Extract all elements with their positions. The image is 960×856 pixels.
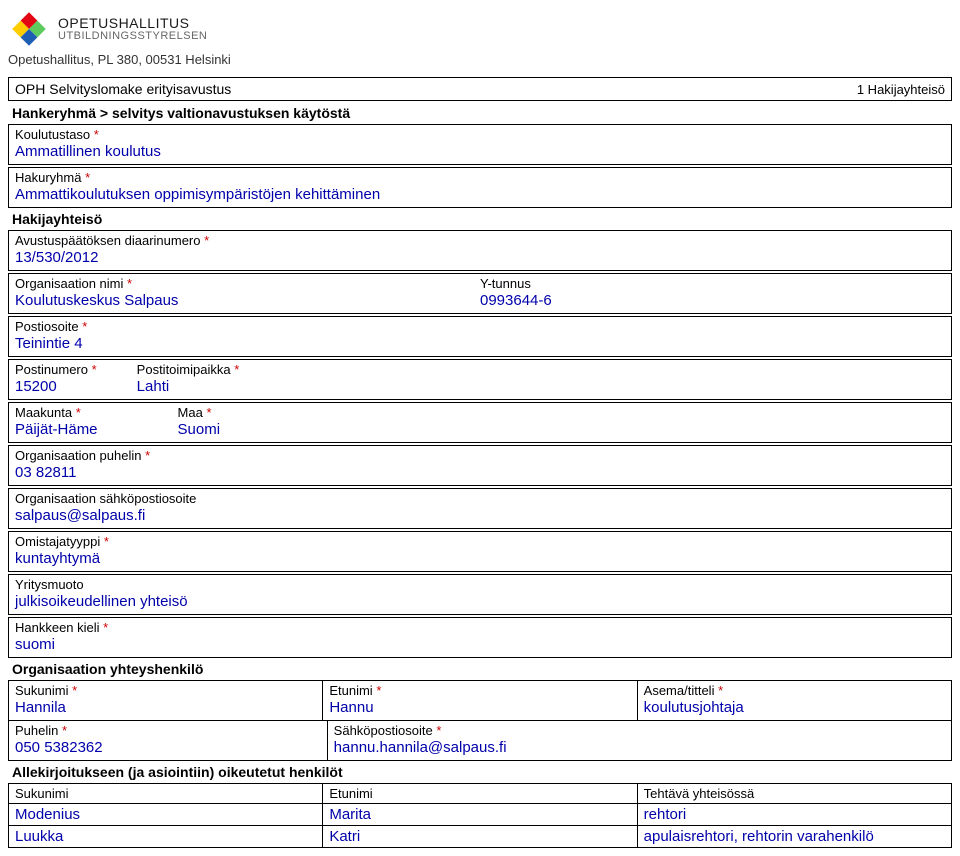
value-maa: Suomi — [178, 421, 221, 440]
label-hakuryhma: Hakuryhmä — [15, 170, 81, 185]
value-orgname: Koulutuskeskus Salpaus — [15, 292, 480, 311]
value-diaari: 13/530/2012 — [15, 249, 945, 268]
auth-row2-sukunimi: Luukka — [15, 828, 63, 845]
row-orgname-ytunnus: Organisaation nimi * Koulutuskeskus Salp… — [8, 273, 952, 314]
value-postitoimipaikka: Lahti — [137, 378, 240, 397]
required-star: * — [145, 448, 150, 463]
label-contact-sukunimi: Sukunimi — [15, 683, 68, 698]
value-contact-etunimi: Hannu — [329, 699, 630, 718]
label-ytunnus: Y-tunnus — [480, 276, 945, 292]
section-heading-hakijayhteiso: Hakijayhteisö — [12, 211, 948, 227]
required-star: * — [718, 683, 723, 698]
value-hakuryhma: Ammattikoulutuksen oppimisympäristöjen k… — [15, 186, 945, 205]
label-postitoimipaikka: Postitoimipaikka — [137, 362, 231, 377]
value-omistaja: kuntayhtymä — [15, 550, 945, 569]
label-contact-asema: Asema/titteli — [644, 683, 715, 698]
value-ytunnus: 0993644-6 — [480, 292, 945, 311]
table-row: Luukka Katri apulaisrehtori, rehtorin va… — [8, 826, 952, 848]
form-title-row: OPH Selvityslomake erityisavustus 1 Haki… — [8, 77, 952, 101]
row-maakunta-maa: Maakunta * Päijät-Häme Maa * Suomi — [8, 402, 952, 443]
row-koulutustaso: Koulutustaso * Ammatillinen koulutus — [8, 124, 952, 165]
form-title: OPH Selvityslomake erityisavustus — [15, 81, 231, 97]
required-star: * — [94, 127, 99, 142]
agency-name-fi: OPETUSHALLITUS — [58, 16, 207, 31]
auth-row2-etunimi: Katri — [329, 828, 360, 845]
value-contact-sposti: hannu.hannila@salpaus.fi — [334, 739, 945, 758]
auth-row1-sukunimi: Modenius — [15, 806, 80, 823]
required-star: * — [72, 683, 77, 698]
label-orgname: Organisaation nimi — [15, 276, 123, 291]
label-auth-sukunimi: Sukunimi — [15, 786, 68, 801]
row-kieli: Hankkeen kieli * suomi — [8, 617, 952, 658]
label-postiosoite: Postiosoite — [15, 319, 79, 334]
row-yritysmuoto: Yritysmuoto julkisoikeudellinen yhteisö — [8, 574, 952, 615]
required-star: * — [104, 534, 109, 549]
label-yritysmuoto: Yritysmuoto — [15, 577, 945, 593]
value-postiosoite: Teinintie 4 — [15, 335, 945, 354]
required-star: * — [436, 723, 441, 738]
value-orgphone: 03 82811 — [15, 464, 945, 483]
label-contact-puhelin: Puhelin — [15, 723, 58, 738]
row-diaari: Avustuspäätöksen diaarinumero * 13/530/2… — [8, 230, 952, 271]
required-star: * — [234, 362, 239, 377]
label-maakunta: Maakunta — [15, 405, 72, 420]
required-star: * — [62, 723, 67, 738]
label-auth-tehtava: Tehtävä yhteisössä — [644, 786, 755, 801]
required-star: * — [82, 319, 87, 334]
required-star: * — [204, 233, 209, 248]
required-star: * — [92, 362, 97, 377]
label-diaari: Avustuspäätöksen diaarinumero — [15, 233, 201, 248]
page-header: OPETUSHALLITUS UTBILDNINGSSTYRELSEN — [8, 8, 952, 50]
value-contact-asema: koulutusjohtaja — [644, 699, 945, 718]
row-auth-header: Sukunimi Etunimi Tehtävä yhteisössä — [8, 783, 952, 804]
required-star: * — [76, 405, 81, 420]
value-koulutustaso: Ammatillinen koulutus — [15, 143, 945, 162]
required-star: * — [206, 405, 211, 420]
label-koulutustaso: Koulutustaso — [15, 127, 90, 142]
label-auth-etunimi: Etunimi — [329, 786, 372, 801]
required-star: * — [85, 170, 90, 185]
page-section-indicator: 1 Hakijayhteisö — [857, 82, 945, 97]
section-heading-contact: Organisaation yhteyshenkilö — [12, 661, 948, 677]
required-star: * — [376, 683, 381, 698]
row-postinumero-paikka: Postinumero * 15200 Postitoimipaikka * L… — [8, 359, 952, 400]
row-orgphone: Organisaation puhelin * 03 82811 — [8, 445, 952, 486]
value-yritysmuoto: julkisoikeudellinen yhteisö — [15, 593, 945, 612]
label-orgemail: Organisaation sähköpostiosoite — [15, 491, 945, 507]
value-maakunta: Päijät-Häme — [15, 421, 98, 440]
required-star: * — [127, 276, 132, 291]
table-row: Modenius Marita rehtori — [8, 804, 952, 826]
row-contact-name: Sukunimi * Hannila Etunimi * Hannu Asema… — [8, 680, 952, 721]
section-heading-authorized: Allekirjoitukseen (ja asiointiin) oikeut… — [12, 764, 948, 780]
label-kieli: Hankkeen kieli — [15, 620, 100, 635]
auth-row1-etunimi: Marita — [329, 806, 371, 823]
label-postinumero: Postinumero — [15, 362, 88, 377]
row-postiosoite: Postiosoite * Teinintie 4 — [8, 316, 952, 357]
label-orgphone: Organisaation puhelin — [15, 448, 141, 463]
label-contact-sposti: Sähköpostiosoite — [334, 723, 433, 738]
label-contact-etunimi: Etunimi — [329, 683, 372, 698]
value-orgemail: salpaus@salpaus.fi — [15, 507, 945, 526]
row-hakuryhma: Hakuryhmä * Ammattikoulutuksen oppimisym… — [8, 167, 952, 208]
value-contact-puhelin: 050 5382362 — [15, 739, 321, 758]
auth-row1-tehtava: rehtori — [644, 806, 687, 823]
oph-logo-icon — [8, 8, 50, 50]
label-maa: Maa — [178, 405, 203, 420]
value-contact-sukunimi: Hannila — [15, 699, 316, 718]
agency-name-sv: UTBILDNINGSSTYRELSEN — [58, 31, 207, 43]
auth-row2-tehtava: apulaisrehtori, rehtorin varahenkilö — [644, 828, 874, 845]
row-orgemail: Organisaation sähköpostiosoite salpaus@s… — [8, 488, 952, 529]
agency-address: Opetushallitus, PL 380, 00531 Helsinki — [8, 52, 952, 67]
row-contact-phoneemail: Puhelin * 050 5382362 Sähköpostiosoite *… — [8, 721, 952, 761]
agency-name: OPETUSHALLITUS UTBILDNINGSSTYRELSEN — [58, 16, 207, 42]
section-heading-hankeryhma: Hankeryhmä > selvitys valtionavustuksen … — [12, 105, 948, 121]
required-star: * — [103, 620, 108, 635]
value-postinumero: 15200 — [15, 378, 97, 397]
label-omistaja: Omistajatyyppi — [15, 534, 100, 549]
row-omistaja: Omistajatyyppi * kuntayhtymä — [8, 531, 952, 572]
value-kieli: suomi — [15, 636, 945, 655]
